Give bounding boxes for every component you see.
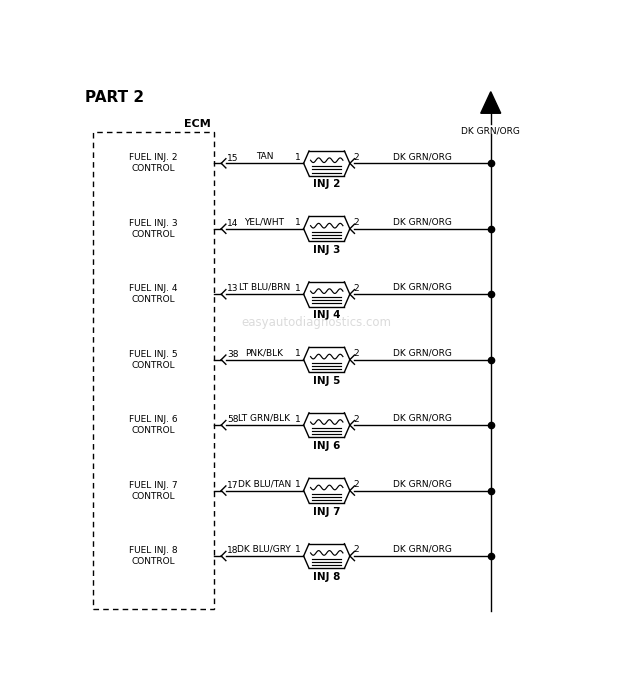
Text: DK GRN/ORG: DK GRN/ORG bbox=[393, 349, 452, 357]
Text: 2: 2 bbox=[353, 480, 358, 489]
Text: DK GRN/ORG: DK GRN/ORG bbox=[461, 126, 520, 135]
Text: YEL/WHT: YEL/WHT bbox=[244, 218, 284, 227]
Text: 1: 1 bbox=[295, 218, 300, 228]
Text: 1: 1 bbox=[295, 349, 300, 358]
Text: INJ 6: INJ 6 bbox=[313, 441, 341, 452]
Text: 1: 1 bbox=[295, 153, 300, 162]
Text: FUEL INJ. 2
CONTROL: FUEL INJ. 2 CONTROL bbox=[129, 153, 177, 174]
Text: 38: 38 bbox=[227, 350, 239, 359]
Text: DK GRN/ORG: DK GRN/ORG bbox=[393, 545, 452, 554]
Text: 2: 2 bbox=[353, 218, 358, 228]
Text: DK GRN/ORG: DK GRN/ORG bbox=[393, 152, 452, 161]
Text: ECM: ECM bbox=[184, 120, 211, 130]
Text: INJ 3: INJ 3 bbox=[313, 245, 341, 255]
Text: 17: 17 bbox=[227, 481, 239, 490]
Text: LT GRN/BLK: LT GRN/BLK bbox=[239, 414, 290, 423]
Text: 2: 2 bbox=[353, 284, 358, 293]
Text: 13: 13 bbox=[227, 284, 239, 293]
Bar bbox=[93, 132, 214, 609]
Text: A: A bbox=[486, 98, 496, 111]
Text: 1: 1 bbox=[295, 414, 300, 424]
Text: 2: 2 bbox=[353, 153, 358, 162]
Text: INJ 7: INJ 7 bbox=[313, 507, 341, 517]
Text: 2: 2 bbox=[353, 349, 358, 358]
Text: 14: 14 bbox=[227, 219, 239, 228]
Text: FUEL INJ. 6
CONTROL: FUEL INJ. 6 CONTROL bbox=[129, 415, 177, 435]
Text: FUEL INJ. 7
CONTROL: FUEL INJ. 7 CONTROL bbox=[129, 480, 177, 500]
Text: PNK/BLK: PNK/BLK bbox=[245, 349, 284, 357]
Text: FUEL INJ. 4
CONTROL: FUEL INJ. 4 CONTROL bbox=[129, 284, 177, 304]
Text: 58: 58 bbox=[227, 415, 239, 424]
Text: FUEL INJ. 5
CONTROL: FUEL INJ. 5 CONTROL bbox=[129, 349, 177, 370]
Text: FUEL INJ. 3
CONTROL: FUEL INJ. 3 CONTROL bbox=[129, 218, 177, 239]
Text: INJ 4: INJ 4 bbox=[313, 310, 341, 321]
Text: INJ 5: INJ 5 bbox=[313, 376, 341, 386]
Text: DK GRN/ORG: DK GRN/ORG bbox=[393, 218, 452, 227]
Text: DK BLU/GRY: DK BLU/GRY bbox=[237, 545, 291, 554]
Text: easyautodiagnostics.com: easyautodiagnostics.com bbox=[242, 316, 392, 329]
Text: 2: 2 bbox=[353, 414, 358, 424]
Text: 1: 1 bbox=[295, 480, 300, 489]
Text: DK GRN/ORG: DK GRN/ORG bbox=[393, 414, 452, 423]
Polygon shape bbox=[481, 92, 501, 113]
Text: 1: 1 bbox=[295, 284, 300, 293]
Text: PART 2: PART 2 bbox=[85, 90, 144, 105]
Text: INJ 2: INJ 2 bbox=[313, 179, 341, 190]
Text: DK GRN/ORG: DK GRN/ORG bbox=[393, 283, 452, 292]
Text: DK GRN/ORG: DK GRN/ORG bbox=[393, 480, 452, 489]
Text: 1: 1 bbox=[295, 545, 300, 554]
Text: INJ 8: INJ 8 bbox=[313, 572, 341, 582]
Text: 18: 18 bbox=[227, 546, 239, 555]
Text: 2: 2 bbox=[353, 545, 358, 554]
Text: LT BLU/BRN: LT BLU/BRN bbox=[239, 283, 290, 292]
Text: DK BLU/TAN: DK BLU/TAN bbox=[238, 480, 291, 489]
Text: FUEL INJ. 8
CONTROL: FUEL INJ. 8 CONTROL bbox=[129, 546, 177, 566]
Text: TAN: TAN bbox=[256, 152, 273, 161]
Text: 15: 15 bbox=[227, 153, 239, 162]
